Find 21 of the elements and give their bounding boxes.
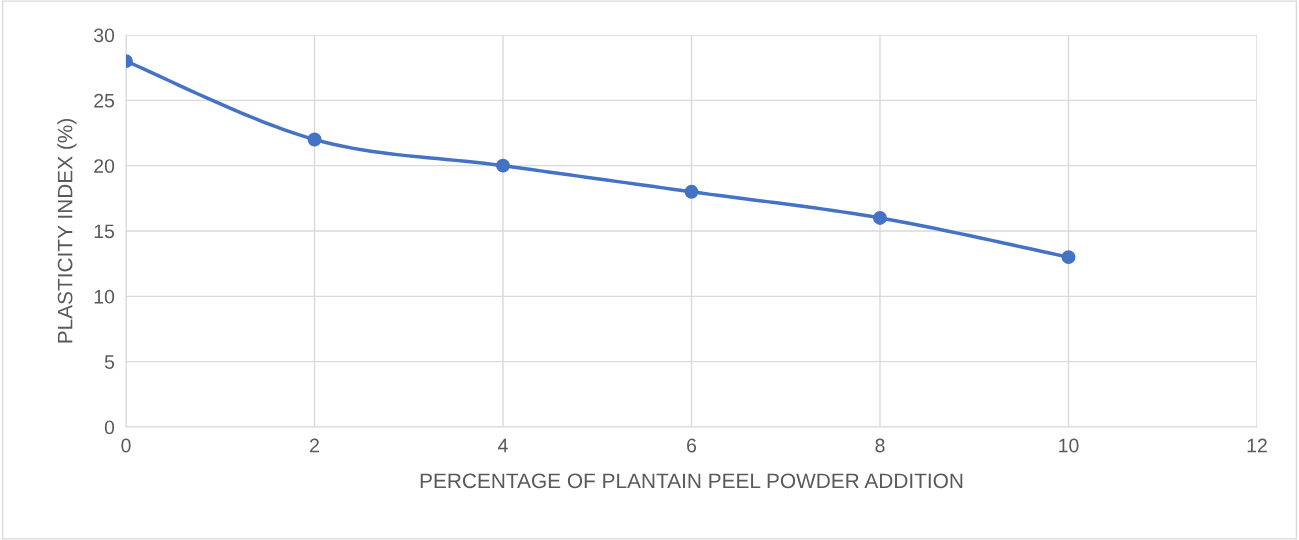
point	[496, 158, 510, 173]
x-tick-label: 8	[875, 438, 885, 453]
y-tick-label: 30	[94, 28, 115, 43]
x-tick-label: 6	[687, 438, 697, 453]
point	[307, 132, 322, 147]
x-tick-label: 10	[1059, 438, 1079, 453]
y-tick-label: 25	[94, 93, 115, 108]
x-tick-label: 12	[1247, 438, 1267, 453]
x-tick-label: 2	[310, 438, 319, 453]
point	[684, 184, 699, 199]
x-axis-title: PERCENTAGE OF PLANTAIN PEEL POWDER ADDITION	[420, 473, 963, 489]
y-axis-title: PLASTICITY INDEX (%)	[57, 119, 77, 343]
x-tick-label: 4	[498, 438, 508, 453]
point	[1061, 250, 1076, 265]
y-tick-label: 15	[94, 224, 115, 239]
x-tick-label: 0	[121, 438, 131, 453]
y-tick-label: 5	[104, 355, 115, 369]
y-tick-label: 20	[94, 159, 115, 173]
point	[873, 210, 887, 225]
y-tick-label: 0	[104, 420, 115, 435]
y-tick-label: 10	[94, 289, 115, 304]
